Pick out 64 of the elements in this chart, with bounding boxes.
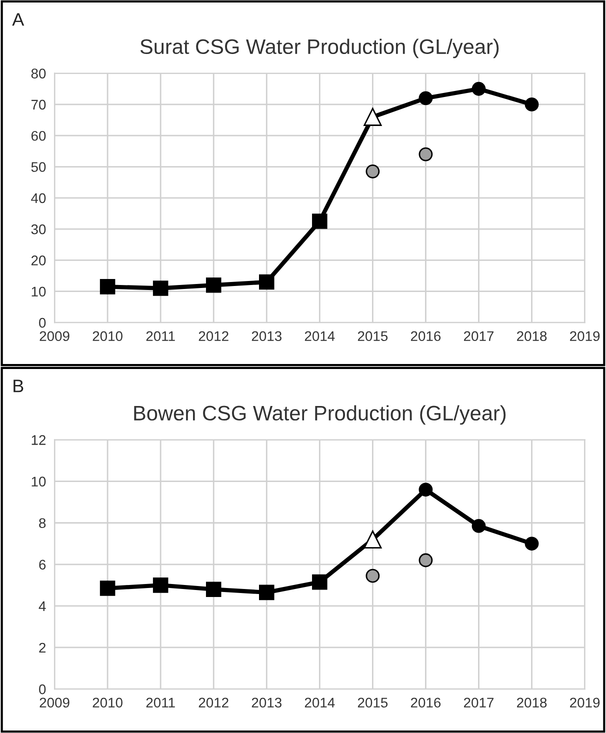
y-tick-label: 10 [32, 476, 46, 487]
x-tick-label: 2013 [252, 331, 282, 342]
y-tick-label: 4 [38, 601, 46, 611]
point [418, 482, 433, 497]
point [418, 553, 433, 568]
y-tick-label: 8 [39, 518, 46, 528]
x-tick-label: 2012 [198, 331, 228, 342]
y-tick-label: 12 [32, 435, 46, 445]
point [206, 582, 222, 597]
point [364, 108, 382, 126]
point [259, 274, 274, 290]
point [524, 536, 539, 551]
y-tick-label: 0 [39, 684, 46, 694]
chart-title: Surat CSG Water Production (GL/year) [140, 38, 499, 58]
x-tick-label: 2012 [198, 698, 228, 708]
point [418, 147, 433, 162]
x-tick-label: 2019 [570, 331, 600, 342]
x-tick-label: 2017 [464, 331, 494, 342]
point [100, 580, 116, 596]
point [472, 82, 486, 96]
point [418, 91, 433, 106]
chart-title: Bowen CSG Water Production (GL/year) [134, 405, 506, 425]
y-tick-label: 20 [31, 256, 46, 266]
y-tick-label: 80 [31, 68, 46, 78]
text: B [14, 380, 24, 392]
point [312, 574, 328, 590]
x-tick-label: 2014 [304, 698, 335, 708]
x-tick-label: 2011 [146, 331, 175, 342]
y-tick-label: 6 [39, 560, 46, 570]
point [524, 98, 539, 112]
x-tick-label: 2017 [464, 698, 494, 708]
x-tick-label: 2015 [358, 331, 388, 342]
x-tick-label: 2009 [40, 698, 70, 708]
x-tick-label: 2013 [252, 698, 282, 708]
point [366, 164, 380, 178]
x-tick-label: 2011 [146, 698, 175, 708]
x-tick-label: 2010 [92, 698, 122, 708]
point [364, 530, 382, 549]
x-tick-label: 2014 [304, 331, 335, 342]
point [152, 578, 168, 593]
point [259, 584, 274, 600]
x-tick-label: 2009 [40, 331, 70, 342]
y-tick-label: 70 [31, 100, 46, 110]
y-tick-label: 50 [31, 162, 46, 172]
x-tick-label: 2018 [517, 698, 547, 708]
point [366, 568, 380, 583]
point [472, 519, 486, 533]
point [206, 278, 222, 293]
x-tick-label: 2015 [358, 698, 388, 708]
y-tick-label: 30 [31, 224, 46, 234]
text: A [12, 13, 24, 26]
x-tick-label: 2016 [410, 698, 441, 708]
x-tick-label: 2010 [92, 331, 122, 342]
y-tick-label: 2 [39, 642, 46, 653]
x-tick-label: 2018 [517, 331, 547, 342]
y-tick-label: 10 [32, 286, 46, 297]
x-tick-label: 2016 [410, 331, 441, 342]
y-tick-label: 40 [31, 193, 46, 204]
y-tick-label: 0 [39, 318, 46, 328]
point [152, 280, 168, 296]
x-tick-label: 2019 [570, 698, 600, 708]
y-tick-label: 60 [31, 130, 46, 141]
point [312, 214, 328, 229]
point [100, 279, 116, 294]
